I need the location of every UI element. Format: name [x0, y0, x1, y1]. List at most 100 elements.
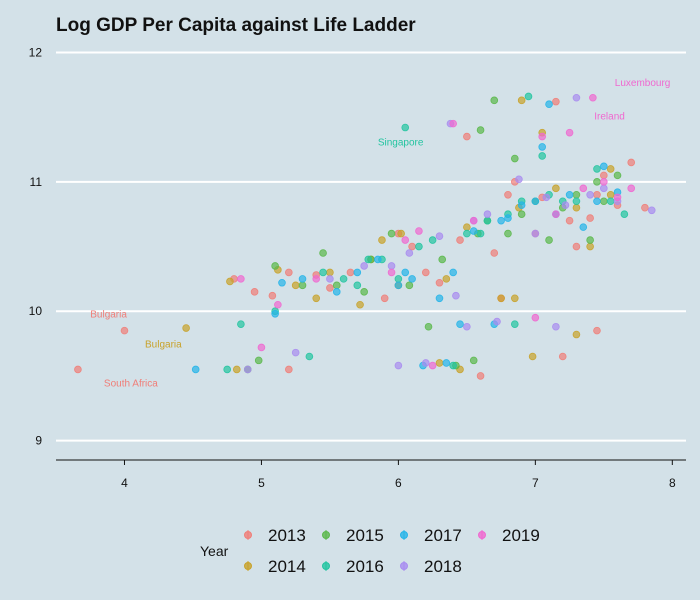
data-point	[405, 281, 414, 290]
series-2018	[243, 93, 656, 374]
y-tick-label: 11	[30, 175, 43, 189]
data-point	[538, 132, 546, 141]
data-point	[291, 281, 300, 290]
data-point	[593, 190, 601, 199]
data-point	[600, 197, 608, 206]
data-point	[435, 359, 444, 367]
data-point	[483, 210, 492, 218]
data-point	[572, 197, 581, 206]
data-point	[497, 294, 505, 303]
data-point	[438, 255, 447, 264]
data-point	[606, 190, 615, 199]
data-point	[237, 320, 245, 328]
data-point	[442, 359, 451, 367]
data-point	[271, 310, 279, 318]
data-point	[452, 291, 460, 300]
data-point	[586, 190, 594, 199]
data-point	[449, 119, 457, 128]
data-point	[593, 165, 601, 173]
data-point	[490, 249, 499, 257]
data-point	[515, 175, 523, 184]
data-point	[572, 330, 581, 339]
data-point	[353, 268, 362, 277]
data-point	[274, 300, 282, 309]
data-point	[511, 294, 519, 303]
data-point	[620, 210, 629, 218]
data-point	[606, 197, 615, 206]
data-point	[613, 171, 622, 180]
data-point	[243, 365, 252, 374]
legend: Year 2013 2014 2015 2016 2017 2018 2019	[200, 526, 540, 576]
legend-label: 2019	[502, 526, 540, 545]
data-point	[504, 229, 512, 238]
data-point	[586, 214, 594, 222]
data-point	[469, 216, 478, 225]
data-point	[565, 216, 574, 225]
data-point	[493, 317, 501, 326]
data-point	[394, 281, 403, 290]
series-2013	[74, 97, 649, 380]
point-annotation: Bulgaria	[145, 339, 182, 350]
data-point	[237, 275, 245, 283]
data-point	[346, 268, 355, 277]
series-2015	[243, 96, 622, 374]
data-point	[298, 275, 307, 283]
data-point	[476, 229, 485, 238]
data-point	[504, 190, 512, 199]
x-axis: 4 5 6 7 8	[56, 459, 686, 490]
legend-label: 2016	[346, 557, 384, 576]
data-point	[401, 123, 410, 132]
data-point	[449, 268, 457, 277]
data-points	[74, 92, 656, 380]
data-point	[511, 320, 519, 328]
data-point	[374, 255, 382, 264]
data-point	[250, 288, 259, 296]
data-point	[364, 255, 373, 264]
data-point	[326, 268, 334, 277]
data-point	[641, 203, 649, 212]
y-tick-label: 12	[29, 45, 43, 59]
data-point	[415, 227, 423, 235]
data-point	[424, 322, 433, 331]
data-point	[332, 288, 341, 296]
data-point	[565, 128, 574, 137]
y-axis: 9 10 11 12	[29, 45, 43, 447]
data-point	[378, 236, 386, 244]
data-point	[589, 93, 597, 102]
data-point	[291, 348, 300, 357]
legend-item: 2015	[322, 526, 384, 545]
data-point	[600, 184, 608, 193]
data-point	[463, 223, 471, 231]
data-point	[285, 268, 293, 277]
data-point	[326, 275, 334, 283]
x-tick-label: 7	[532, 476, 539, 490]
data-point	[257, 343, 266, 352]
data-point	[600, 162, 608, 171]
y-tick-label: 10	[29, 304, 43, 318]
x-tick-label: 4	[121, 476, 128, 490]
data-point	[442, 275, 451, 283]
data-point	[538, 152, 546, 160]
legend-item: 2014	[244, 557, 306, 576]
data-point	[394, 275, 403, 283]
point-annotation: Ireland	[594, 112, 625, 123]
data-point	[232, 365, 241, 374]
data-point	[558, 352, 567, 361]
point-annotation: South Africa	[104, 378, 158, 389]
data-point	[538, 143, 546, 151]
data-point	[254, 356, 263, 365]
data-point	[517, 201, 526, 209]
data-point	[579, 184, 588, 193]
data-point	[531, 313, 540, 322]
data-point	[593, 326, 601, 335]
data-point	[517, 96, 526, 105]
data-point	[463, 229, 471, 238]
data-point	[271, 262, 279, 270]
data-point	[428, 236, 437, 244]
data-point	[435, 278, 444, 287]
data-point	[504, 214, 512, 222]
data-point	[586, 236, 594, 244]
data-point	[456, 320, 464, 328]
data-point	[586, 242, 594, 251]
